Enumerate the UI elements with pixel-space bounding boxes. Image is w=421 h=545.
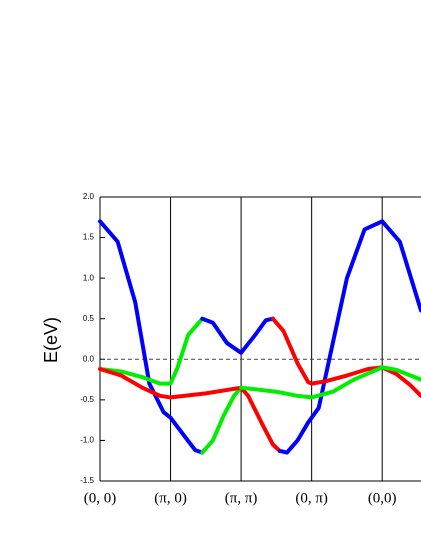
y-tick-label: 0.0 [83, 354, 95, 363]
band-line [277, 219, 421, 455]
y-tick-label: 1.0 [83, 273, 95, 282]
y-tick-label: 0.5 [83, 314, 95, 323]
band-line [98, 219, 205, 455]
y-tick-label: 2.0 [83, 192, 95, 201]
band-line [239, 365, 421, 400]
y-tick-label: 1.5 [83, 233, 95, 242]
y-axis-label: E(eV) [41, 317, 61, 363]
y-tick-label: -1.0 [80, 436, 94, 445]
x-tick-label: (0,0) [368, 490, 397, 506]
band-line [200, 316, 275, 355]
band-line [270, 316, 421, 398]
x-tick-label: (0, 0) [84, 490, 117, 506]
band-line [98, 316, 205, 386]
band-line [200, 385, 244, 455]
x-tick-label: (π, π) [225, 490, 258, 506]
x-tick-label: (0, π) [295, 490, 328, 506]
x-tick-label: (π, 0) [154, 490, 187, 506]
y-tick-label: -1.5 [80, 476, 94, 485]
band-line [98, 367, 244, 400]
y-tick-label: -0.5 [80, 395, 94, 404]
band-line [239, 385, 282, 453]
